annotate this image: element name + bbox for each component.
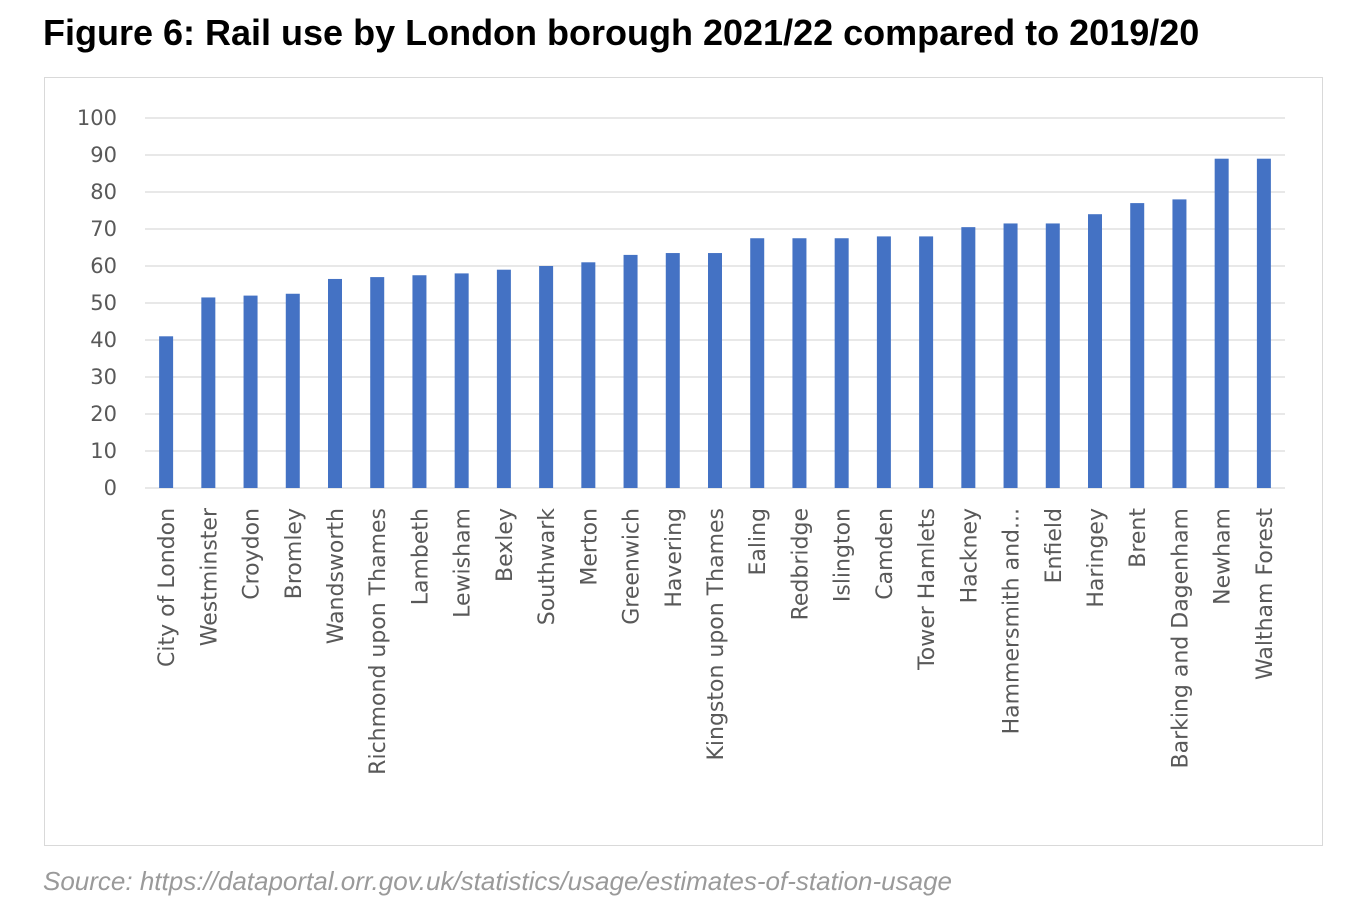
x-category-label: Hackney [957,508,982,603]
bar [496,269,511,488]
x-category-label: Bromley [282,508,307,599]
x-category-label: Greenwich [620,508,645,625]
x-category-label: Lewisham [451,508,476,618]
bar [792,238,807,488]
bar [328,278,342,488]
y-tick-label: 30 [90,365,117,389]
x-category-label: Kingston upon Thames [704,508,729,761]
bar [834,238,849,488]
x-category-label: Camden [873,508,898,600]
bar [581,262,596,488]
x-category-label: Lambeth [408,508,433,605]
bar [1003,223,1018,488]
x-category-label: Bexley [493,508,518,582]
y-tick-label: 50 [90,291,117,315]
x-axis-labels: City of London Westminster Croydon Bromley W… [155,507,1278,775]
x-category-label: Redbridge [788,508,813,620]
y-tick-label: 0 [104,476,117,500]
x-category-label: Tower Hamlets [915,508,940,671]
x-category-label: Waltham Forest [1253,508,1278,680]
bar-chart: 0 10 20 30 40 50 60 70 80 90 100 City of London Wes… [77,106,1285,775]
y-tick-label: 20 [90,402,117,426]
y-tick-label: 90 [90,143,117,167]
bar [1172,199,1187,488]
bar [159,336,174,488]
bar [961,227,976,488]
y-tick-label: 10 [90,439,117,463]
x-category-label: Haringey [1084,508,1109,608]
bar [412,275,427,488]
chart-area: 0 10 20 30 40 50 60 70 80 90 100 City of London Wes… [44,77,1323,846]
bar [1256,158,1271,488]
x-category-label: Croydon [240,508,265,600]
x-category-label: Enfield [1042,508,1067,583]
bar [285,293,300,488]
source-note: Source: https://dataportal.orr.gov.uk/st… [43,866,952,896]
bar [1045,223,1060,488]
x-category-label: Brent [1126,508,1151,568]
y-tick-label: 80 [90,180,117,204]
x-category-label: Richmond upon Thames [366,508,391,775]
x-category-label: City of London [155,508,180,667]
bar [623,254,638,488]
y-tick-label: 100 [77,106,117,130]
bar [750,238,765,488]
bar [1088,214,1102,488]
bar [708,253,722,488]
bar [201,297,216,488]
x-category-label: Barking and Dagenham [1168,508,1193,768]
bar [876,236,891,488]
x-category-label: Havering [662,508,687,608]
bar [539,266,554,488]
bar [243,295,258,488]
bar [454,273,469,488]
bar [919,236,934,488]
y-tick-label: 60 [90,254,117,278]
x-category-label: Southwark [535,508,560,625]
x-category-label: Islington [831,508,856,602]
bars [159,158,1271,488]
y-axis-ticks: 0 10 20 30 40 50 60 70 80 90 100 [77,106,117,500]
x-category-label: Hammersmith and... [1000,508,1025,734]
x-category-label: Westminster [197,507,222,646]
x-category-label: Newham [1211,508,1236,605]
bar [1214,158,1229,488]
figure-title: Figure 6: Rail use by London borough 202… [43,12,1200,53]
y-tick-label: 40 [90,328,117,352]
y-tick-label: 70 [90,217,117,241]
x-category-label: Merton [577,508,602,586]
bar [370,277,385,488]
x-category-label: Ealing [746,508,771,576]
bar [1130,203,1145,488]
x-category-label: Wandsworth [324,508,349,644]
bar [665,253,680,488]
